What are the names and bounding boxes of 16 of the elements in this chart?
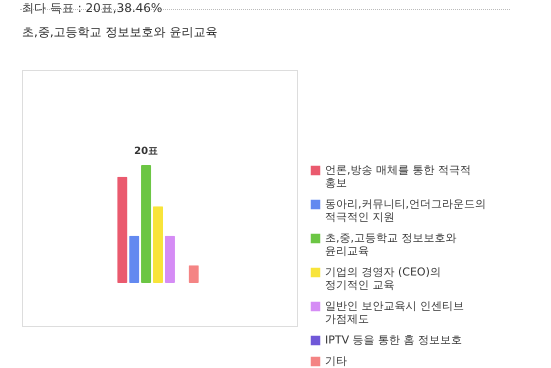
bar <box>129 236 140 283</box>
data-label: 20표 <box>134 146 158 157</box>
bar <box>117 176 128 283</box>
legend-label: 언론,방송 매체를 통한 적극적 홍보 <box>325 164 471 190</box>
legend-label: 일반인 보안교육시 인센티브 가점제도 <box>325 300 464 326</box>
bar <box>164 236 175 283</box>
legend-label: IPTV 등을 통한 홈 정보보호 <box>325 334 462 346</box>
chart-subtitle: 초,중,고등학교 정보보호와 윤리교육 <box>22 25 218 39</box>
legend-label: 초,중,고등학교 정보보호와 윤리교육 <box>325 232 456 258</box>
legend-label: 기타 <box>325 354 347 368</box>
bar <box>141 165 152 283</box>
bar <box>188 265 199 283</box>
legend-label: 기업의 경영자 (CEO)의 정기적인 교육 <box>325 266 441 292</box>
bar <box>152 206 164 283</box>
chart-title: 최다 득표 : 20표,38.46% <box>22 1 162 15</box>
legend-label: 동아리,커뮤니티,언더그라운드의 적극적인 지원 <box>325 198 486 224</box>
